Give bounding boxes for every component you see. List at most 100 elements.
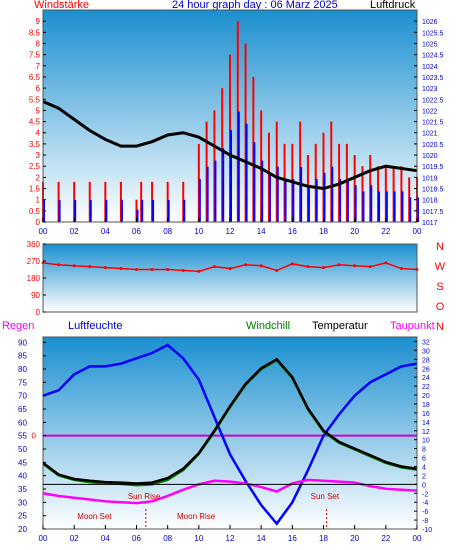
panel1-xtick-label: 18 xyxy=(319,227,328,236)
wind-ytick-label: 8.5 xyxy=(29,28,41,37)
pressure-ytick-label: 1019.5 xyxy=(422,164,444,171)
temp-ytick-label: 10 xyxy=(422,438,430,445)
wind-direction-point xyxy=(197,269,201,273)
wind-direction-point xyxy=(119,267,123,271)
humidity-ytick-label: 40 xyxy=(18,472,27,481)
panel3-xtick-label: 14 xyxy=(257,534,266,543)
humidity-ytick-label: 70 xyxy=(18,392,27,401)
wind-direction-point xyxy=(228,267,232,271)
moon-rise-label: Moon Rise xyxy=(177,512,216,521)
wind-ytick-label: 6.5 xyxy=(29,73,41,82)
temp-ytick-label: 18 xyxy=(422,402,430,409)
panel1-xtick-label: 16 xyxy=(288,227,297,236)
wind-ytick-label: 4.5 xyxy=(29,118,41,127)
panel3-xtick-label: 10 xyxy=(194,534,203,543)
luftfeuchte-label: Luftfeuchte xyxy=(68,320,123,332)
temp-ytick-label: 6 xyxy=(422,456,426,463)
wind-ytick-label: 3.5 xyxy=(29,140,41,149)
humidity-ytick-label: 85 xyxy=(18,352,27,361)
pressure-ytick-label: 1020 xyxy=(422,153,438,160)
panel1-xtick-label: 06 xyxy=(132,227,141,236)
panel1-xtick-label: 02 xyxy=(70,227,79,236)
wind-direction-point xyxy=(384,261,388,265)
temp-ytick-label: 14 xyxy=(422,420,430,427)
pressure-ytick-label: 1024 xyxy=(422,64,438,71)
wind-direction-point xyxy=(353,264,357,268)
humidity-ytick-label: 90 xyxy=(18,338,27,347)
panel1-xtick-label: 10 xyxy=(194,227,203,236)
panel3-xtick-label: 06 xyxy=(132,534,141,543)
humidity-ytick-label: 75 xyxy=(18,378,27,387)
taupunkt-label: Taupunkt xyxy=(390,320,435,332)
temp-ytick-label: 28 xyxy=(422,357,430,364)
pressure-ytick-label: 1023 xyxy=(422,86,438,93)
panel3-xtick-label: 20 xyxy=(350,534,359,543)
winddir-ytick-label: 0 xyxy=(36,308,41,317)
panel3-xtick-label: 12 xyxy=(226,534,235,543)
humidity-line xyxy=(42,343,418,526)
humidity-ytick-label: 20 xyxy=(18,525,27,534)
panel1-xtick-label: 20 xyxy=(350,227,359,236)
wind-direction-point xyxy=(322,266,325,270)
humidity-ytick-label: 80 xyxy=(18,365,27,374)
humidity-ytick-label: 60 xyxy=(18,418,27,427)
wind-ytick-label: 1.5 xyxy=(29,185,41,194)
pressure-ytick-label: 1022.5 xyxy=(422,97,444,104)
wind-ytick-label: 2 xyxy=(36,173,41,182)
pressure-ytick-label: 1025.5 xyxy=(422,30,444,37)
wind-ytick-label: 2.5 xyxy=(29,162,41,171)
humidity-ytick-label: 65 xyxy=(18,405,27,414)
temp-ytick-label: 32 xyxy=(422,339,430,346)
winddir-ytick-label: 90 xyxy=(31,291,40,300)
temp-ytick-label: 12 xyxy=(422,429,430,436)
panel1-xtick-label: 14 xyxy=(257,227,266,236)
wind-direction-point xyxy=(103,266,107,270)
wind-ytick-label: 0 xyxy=(36,218,41,227)
temp-ytick-label: 30 xyxy=(422,348,430,355)
pressure-ytick-label: 1019 xyxy=(422,175,438,182)
wind-direction-point xyxy=(290,262,294,266)
wind-direction-point xyxy=(57,263,61,267)
wind-ytick-label: 9 xyxy=(36,17,41,26)
humidity-ytick-label: 50 xyxy=(18,445,27,454)
wind-ytick-label: 6 xyxy=(36,84,41,93)
windchill-label: Windchill xyxy=(246,320,291,332)
winddir-ytick-label: 360 xyxy=(27,240,41,249)
wind-direction-point xyxy=(212,265,216,269)
pressure-ytick-label: 1020.5 xyxy=(422,142,444,149)
temp-humidity-panel-background xyxy=(43,337,417,529)
panel3-xtick-label: 00 xyxy=(39,534,48,543)
wind-direction-point xyxy=(88,265,92,269)
wind-ytick-label: 3 xyxy=(36,151,41,160)
pressure-ytick-label: 1021 xyxy=(422,131,438,138)
sun-set-label: Sun Set xyxy=(311,492,340,501)
wind-direction-point xyxy=(72,264,76,268)
temp-ytick-label: -6 xyxy=(422,509,428,516)
humidity-ytick-label: 25 xyxy=(18,512,27,521)
wind-direction-point xyxy=(166,268,170,271)
wind-ytick-label: 1 xyxy=(36,196,41,205)
regen-zero-label: 0 xyxy=(32,432,37,441)
wind-direction-point xyxy=(368,265,372,269)
humidity-ytick-label: 30 xyxy=(18,498,27,507)
pressure-ytick-label: 1017.5 xyxy=(422,209,444,216)
panel3-xtick-label: 18 xyxy=(319,534,328,543)
panel3-xtick-label: 22 xyxy=(381,534,390,543)
panel3-xtick-label: 08 xyxy=(163,534,172,543)
pressure-ytick-label: 1024.5 xyxy=(422,53,444,60)
temp-ytick-label: -4 xyxy=(422,500,428,507)
humidity-ytick-label: 35 xyxy=(18,485,27,494)
temp-ytick-label: 22 xyxy=(422,384,430,391)
panel3-xtick-label: 00 xyxy=(413,534,422,543)
pressure-ytick-label: 1021.5 xyxy=(422,120,444,127)
dewpoint-line xyxy=(42,478,418,505)
temp-ytick-label: 0 xyxy=(422,482,426,489)
wind-ytick-label: 7 xyxy=(36,62,41,71)
wind-ytick-label: 5 xyxy=(36,106,41,115)
panel1-xtick-label: 22 xyxy=(381,227,390,236)
chart-header-left: Windstärke xyxy=(34,0,90,11)
temp-ytick-label: 24 xyxy=(422,375,430,382)
pressure-ytick-label: 1018.5 xyxy=(422,187,444,194)
compass-label: S xyxy=(436,281,443,293)
